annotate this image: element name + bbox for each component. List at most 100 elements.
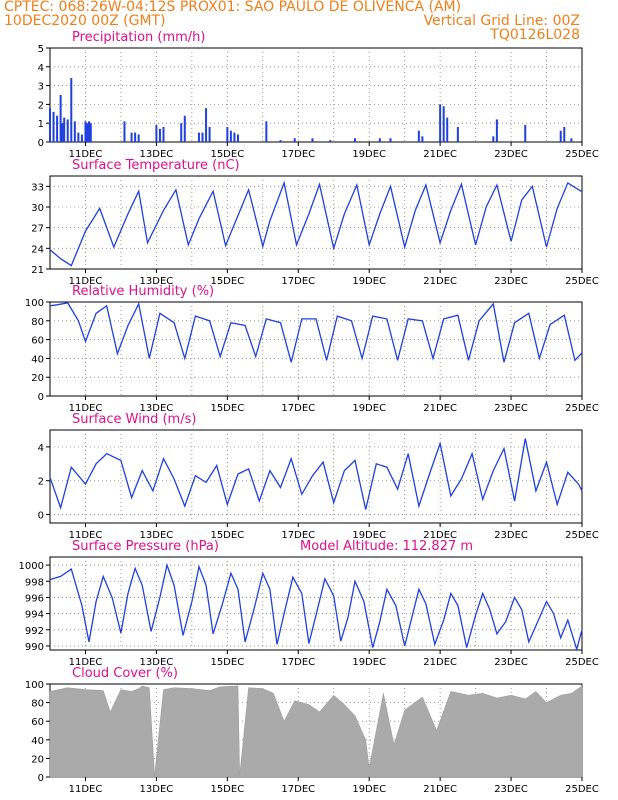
- series-line: [49, 562, 583, 652]
- precip-bar: [279, 140, 282, 142]
- x-tick-label: 17DEC: [281, 149, 315, 160]
- y-tick-label: 40: [31, 736, 44, 747]
- precip-bar: [123, 121, 126, 142]
- x-tick-label: 11DEC: [69, 149, 103, 160]
- y-tick-label: 0: [38, 773, 44, 784]
- y-tick-label: 4: [38, 63, 44, 74]
- precip-bar: [134, 132, 137, 142]
- x-tick-label: 11DEC: [69, 276, 103, 287]
- cloud-cover-area: [49, 685, 583, 778]
- x-tick-label: 11DEC: [69, 784, 103, 795]
- y-tick-label: 33: [31, 182, 44, 193]
- panel-title: Surface Wind (m/s): [72, 412, 196, 427]
- y-tick-label: 2: [38, 477, 44, 488]
- panel-frame: [49, 175, 583, 270]
- x-tick-label: 23DEC: [494, 784, 528, 795]
- x-tick-label: 17DEC: [281, 530, 315, 541]
- precip-bar: [201, 132, 204, 142]
- precip-bar: [130, 132, 133, 142]
- x-tick-label: 15DEC: [210, 149, 244, 160]
- precip-bar: [378, 138, 381, 142]
- precip-bar: [80, 134, 83, 142]
- y-tick-label: 1: [38, 119, 44, 130]
- panels: Precipitation (mm/h) 0 1 2 3 4 5 11DEC 13DEC 15DE…: [19, 30, 599, 795]
- x-tick-label: 21DEC: [423, 530, 457, 541]
- y-tick-label: 994: [25, 610, 44, 621]
- y-tick-label: 998: [25, 577, 44, 588]
- panel-frame: [49, 301, 583, 397]
- x-tick-label: 25DEC: [565, 657, 599, 668]
- y-tick-label: 80: [31, 317, 44, 328]
- panel-4: Surface Wind (m/s) 0 2 4 11DEC 13DEC 15DEC 17DE…: [38, 412, 599, 541]
- precip-bar: [236, 134, 239, 142]
- x-tick-label: 15DEC: [210, 276, 244, 287]
- x-tick-label: 21DEC: [423, 784, 457, 795]
- panel-frame: [49, 429, 583, 524]
- panel-title: Relative Humidity (%): [72, 284, 214, 299]
- y-tick-label: 60: [31, 717, 44, 728]
- precip-bar: [559, 130, 562, 142]
- precip-bar: [52, 111, 55, 142]
- x-tick-label: 19DEC: [352, 149, 386, 160]
- precip-bar: [84, 121, 87, 142]
- precip-bar: [329, 140, 332, 142]
- header-grid-note: Vertical Grid Line: 00Z: [424, 13, 580, 29]
- x-tick-label: 11DEC: [69, 657, 103, 668]
- panel-5: Surface Pressure (hPa) Model Altitude: 11…: [19, 539, 599, 668]
- y-tick-label: 990: [25, 642, 44, 653]
- x-tick-label: 13DEC: [140, 784, 174, 795]
- precip-bar: [417, 130, 420, 142]
- precip-bar: [86, 123, 89, 142]
- header-run-date: 10DEC2020 00Z (GMT): [4, 13, 166, 29]
- x-tick-label: 25DEC: [565, 276, 599, 287]
- panel-title: Surface Pressure (hPa): [72, 539, 219, 554]
- y-tick-label: 30: [31, 203, 44, 214]
- precip-bar: [56, 115, 59, 142]
- panel-title: Precipitation (mm/h): [72, 30, 205, 45]
- x-tick-label: 23DEC: [494, 149, 528, 160]
- y-tick-label: 21: [31, 265, 44, 276]
- precip-bar: [49, 108, 51, 142]
- precip-bar: [137, 134, 140, 142]
- precip-bar: [66, 119, 69, 142]
- x-tick-label: 25DEC: [565, 784, 599, 795]
- x-tick-label: 21DEC: [423, 149, 457, 160]
- precip-bar: [265, 121, 268, 142]
- precip-bar: [311, 138, 314, 142]
- x-tick-label: 17DEC: [281, 276, 315, 287]
- precip-bar: [158, 128, 161, 142]
- panel-6: Cloud Cover (%) 0 20 40 60 80 100 11DEC 13DEC 15D…: [25, 666, 599, 795]
- precip-bar: [524, 125, 527, 142]
- header-station-line: CPTEC: 068:26W-04:12S PROX01: SAO PAULO …: [4, 0, 461, 15]
- x-tick-label: 15DEC: [210, 530, 244, 541]
- precip-bar: [570, 138, 573, 142]
- x-tick-label: 25DEC: [565, 149, 599, 160]
- y-tick-label: 5: [38, 44, 44, 55]
- x-tick-label: 13DEC: [140, 149, 174, 160]
- x-tick-label: 11DEC: [69, 403, 103, 414]
- y-tick-label: 3: [38, 82, 44, 93]
- precip-bar: [495, 119, 498, 142]
- x-tick-label: 15DEC: [210, 784, 244, 795]
- y-tick-label: 24: [31, 244, 44, 255]
- precip-bar: [389, 138, 392, 142]
- y-tick-label: 992: [25, 626, 44, 637]
- precip-bar: [155, 125, 158, 142]
- x-tick-label: 13DEC: [140, 657, 174, 668]
- panel-title: Surface Temperature (nC): [72, 158, 240, 173]
- x-tick-label: 15DEC: [210, 657, 244, 668]
- precip-bar: [492, 136, 495, 142]
- precip-bar: [59, 95, 62, 142]
- x-tick-label: 13DEC: [140, 403, 174, 414]
- x-tick-label: 19DEC: [352, 784, 386, 795]
- x-tick-label: 13DEC: [140, 530, 174, 541]
- y-tick-label: 4: [38, 443, 44, 454]
- x-tick-label: 23DEC: [494, 657, 528, 668]
- y-tick-label: 27: [31, 224, 44, 235]
- x-tick-label: 25DEC: [565, 403, 599, 414]
- precip-bar: [439, 104, 442, 142]
- header-model-code: TQ0126L028: [489, 27, 580, 43]
- series-line: [49, 438, 583, 511]
